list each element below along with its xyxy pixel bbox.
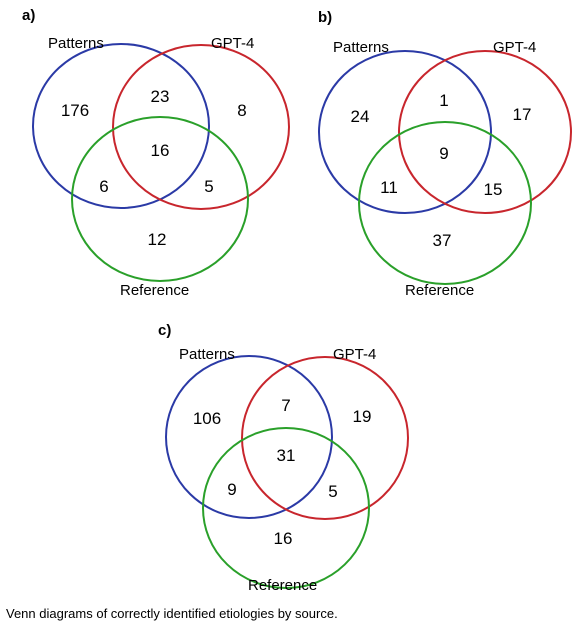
gpt4-label-a: GPT-4 (211, 35, 254, 52)
gpt4-circle-b (398, 50, 572, 214)
count-patterns-only-c: 106 (193, 409, 221, 428)
count-reference-only-c: 16 (274, 529, 293, 548)
count-reference-only-b: 37 (433, 231, 452, 250)
gpt4-circle-c (241, 356, 409, 520)
panel-label-c: c) (158, 322, 171, 339)
count-gpt4-only-b: 17 (513, 105, 532, 124)
patterns-label-b: Patterns (333, 39, 389, 56)
count-gpt4-reference-a: 5 (204, 177, 213, 196)
reference-label-a: Reference (120, 282, 189, 299)
patterns-circle-c (165, 355, 333, 519)
reference-circle-a (71, 116, 249, 282)
count-gpt4-only-c: 19 (353, 407, 372, 426)
venn-panel-a: a) Patterns GPT-4 Reference 176 23 8 16 … (22, 7, 290, 299)
gpt4-circle-a (112, 44, 290, 210)
count-gpt4-reference-b: 15 (484, 180, 503, 199)
count-all-b: 9 (439, 144, 448, 163)
count-gpt4-only-a: 8 (237, 101, 246, 120)
patterns-circle-a (32, 43, 210, 209)
venn-panel-c: c) Patterns GPT-4 Reference 106 7 19 31 … (158, 322, 409, 594)
venn-figure: a) Patterns GPT-4 Reference 176 23 8 16 … (22, 7, 572, 594)
count-gpt4-reference-c: 5 (328, 482, 337, 501)
panel-label-b: b) (318, 9, 332, 26)
patterns-label-a: Patterns (48, 35, 104, 52)
reference-circle-b (358, 121, 532, 285)
count-patterns-gpt4-a: 23 (151, 87, 170, 106)
gpt4-label-b: GPT-4 (493, 39, 536, 56)
count-patterns-reference-b: 11 (380, 178, 398, 197)
count-patterns-gpt4-b: 1 (439, 91, 448, 110)
count-patterns-gpt4-c: 7 (281, 396, 290, 415)
count-all-a: 16 (151, 141, 170, 160)
reference-label-b: Reference (405, 282, 474, 299)
count-patterns-reference-a: 6 (99, 177, 108, 196)
patterns-circle-b (318, 50, 492, 214)
count-patterns-only-a: 176 (61, 101, 89, 120)
venn-panel-b: b) Patterns GPT-4 Reference 24 1 17 9 11… (318, 9, 572, 299)
gpt4-label-c: GPT-4 (333, 346, 376, 363)
reference-label-c: Reference (248, 577, 317, 594)
panel-label-a: a) (22, 7, 35, 24)
figure-caption: Venn diagrams of correctly identified et… (6, 606, 338, 621)
reference-circle-c (202, 427, 370, 589)
count-all-c: 31 (277, 446, 296, 465)
count-reference-only-a: 12 (148, 230, 167, 249)
patterns-label-c: Patterns (179, 346, 235, 363)
count-patterns-reference-c: 9 (227, 480, 236, 499)
count-patterns-only-b: 24 (351, 107, 370, 126)
